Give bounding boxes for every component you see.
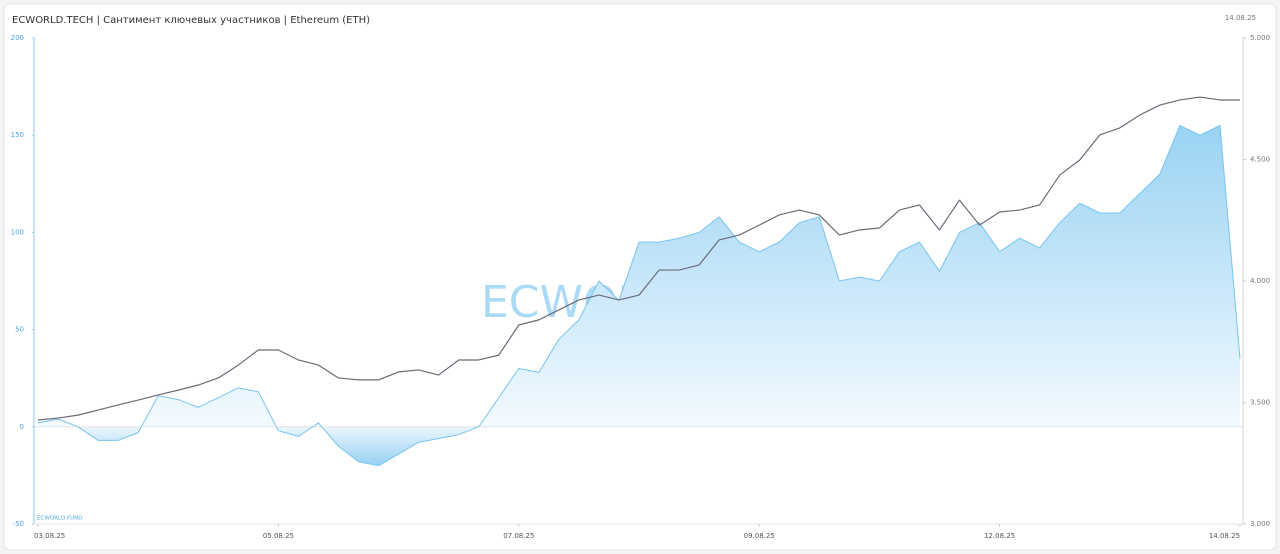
source-label: ECWORLD.FUND: [37, 516, 83, 522]
price-line: [37, 96, 1240, 421]
x-tick-label: 14.08.25: [1209, 532, 1240, 540]
y-tick-label: 100: [11, 228, 24, 236]
date: 14.08.25: [1225, 14, 1256, 22]
y-tick-label: 0: [20, 423, 24, 431]
y-tick-label: 150: [11, 131, 24, 139]
y2-tick-label: 4.000: [1250, 277, 1270, 285]
x-tick-label: 12.08.25: [984, 532, 1015, 540]
y-tick-label: 50: [15, 326, 24, 334]
x-tick-label: 07.08.25: [503, 532, 534, 540]
area-negative: [38, 426, 1240, 466]
sentiment-line: [37, 124, 1241, 467]
y2-tick-label: 5.000: [1250, 34, 1270, 42]
x-tick-label: 03.08.25: [34, 532, 65, 540]
chart-title: ECWORLD.TECH | Сантимент ключевых участн…: [12, 15, 370, 26]
y2-tick-label: 3.500: [1250, 399, 1270, 407]
y-tick-label: 200: [11, 34, 24, 42]
x-tick-label: 05.08.25: [263, 532, 294, 540]
y2-tick-label: 3.000: [1250, 520, 1270, 528]
x-tick-label: 09.08.25: [744, 532, 775, 540]
y-tick-label: -50: [13, 520, 24, 528]
y2-tick-label: 4.500: [1250, 156, 1270, 164]
area-positive: [38, 125, 1240, 427]
